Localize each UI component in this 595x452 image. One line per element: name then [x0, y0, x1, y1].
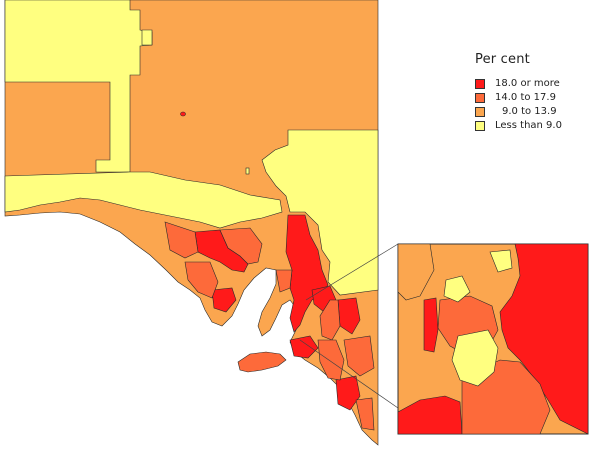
region-mid-1 — [164, 221, 199, 259]
legend-label: 18.0 or more — [495, 78, 560, 89]
region-main-land — [4, 0, 379, 446]
legend-swatch — [475, 106, 485, 117]
region-mid-3 — [184, 261, 219, 299]
inset-map — [397, 243, 589, 435]
legend-item: 14.0 to 17.9 — [475, 91, 562, 104]
legend: Per cent 18.0 or more 14.0 to 17.9 9.0 t… — [475, 52, 562, 133]
region-mid-7 — [343, 335, 375, 377]
legend-swatch — [475, 92, 485, 103]
legend-swatch — [475, 78, 485, 89]
legend-label: 9.0 to 13.9 — [502, 106, 557, 117]
region-island-small — [180, 111, 186, 117]
legend-swatch — [475, 120, 485, 131]
state-map — [4, 0, 379, 446]
legend-title: Per cent — [475, 52, 530, 67]
region-mid-2 — [219, 227, 263, 265]
connector-line-bottom — [299, 339, 399, 409]
region-nw-small — [141, 29, 153, 46]
inset-region-west-orange — [397, 243, 435, 301]
region-ne-yellow — [261, 129, 379, 296]
region-lake-small — [245, 167, 250, 175]
region-red-3 — [211, 287, 237, 313]
inset-region-yellow-3 — [489, 249, 513, 273]
connector-line-top — [305, 243, 399, 301]
inset-connector-lines — [299, 243, 399, 409]
legend-item: Less than 9.0 — [475, 119, 562, 132]
legend-label: 14.0 to 17.9 — [495, 92, 556, 103]
region-red-5 — [289, 335, 319, 359]
region-mid-8 — [355, 397, 375, 431]
inset-region-yellow-2 — [443, 275, 471, 303]
inset-region-red-south — [397, 395, 463, 435]
region-nw-yellow — [4, 0, 153, 173]
region-mid-6 — [317, 339, 345, 381]
legend-item: 9.0 to 13.9 — [475, 105, 562, 118]
inset-region-yellow-1 — [451, 329, 499, 387]
inset-region-red-east — [499, 243, 589, 435]
region-kangaroo-island — [237, 351, 287, 373]
legend-label: Less than 9.0 — [495, 120, 562, 131]
inset-region-red-west — [423, 297, 439, 353]
region-mid-4 — [275, 269, 293, 293]
region-west-yellow — [4, 171, 283, 229]
legend-item: 18.0 or more — [475, 77, 562, 90]
